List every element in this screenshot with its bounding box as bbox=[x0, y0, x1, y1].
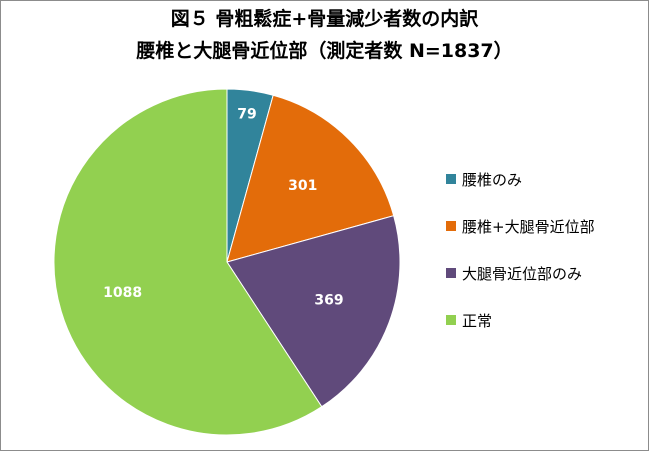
legend-label: 正常 bbox=[462, 311, 493, 330]
chart-title-line-1: 図５ 骨粗鬆症+骨量減少者数の内訳 bbox=[170, 8, 479, 30]
legend-label: 腰椎のみ bbox=[462, 170, 523, 189]
legend-item-lumbar-and-femur: 腰椎+大腿骨近位部 bbox=[446, 215, 595, 237]
legend-item-lumbar-only: 腰椎のみ bbox=[446, 168, 522, 190]
legend-swatch bbox=[446, 221, 456, 231]
legend-item-normal: 正常 bbox=[446, 309, 492, 331]
pie-slice-femur-only bbox=[226, 215, 401, 408]
legend-swatch bbox=[446, 268, 456, 278]
legend-item-femur-only: 大腿骨近位部のみ bbox=[446, 262, 582, 284]
data-label-lumbar-and-femur: 301 bbox=[288, 178, 317, 194]
data-label-normal: 1088 bbox=[103, 285, 142, 301]
data-label-femur-only: 369 bbox=[314, 292, 343, 308]
pie-slice-normal bbox=[53, 88, 323, 436]
pie-slice-lumbar-and-femur bbox=[226, 94, 395, 263]
legend-swatch bbox=[446, 174, 456, 184]
legend-swatch bbox=[446, 315, 456, 325]
data-label-lumbar-only: 79 bbox=[237, 107, 256, 123]
legend-label: 大腿骨近位部のみ bbox=[462, 264, 583, 283]
chart-title-line-2: 腰椎と大腿骨近位部（測定者数 N=1837） bbox=[136, 40, 513, 62]
legend-label: 腰椎+大腿骨近位部 bbox=[462, 217, 595, 236]
